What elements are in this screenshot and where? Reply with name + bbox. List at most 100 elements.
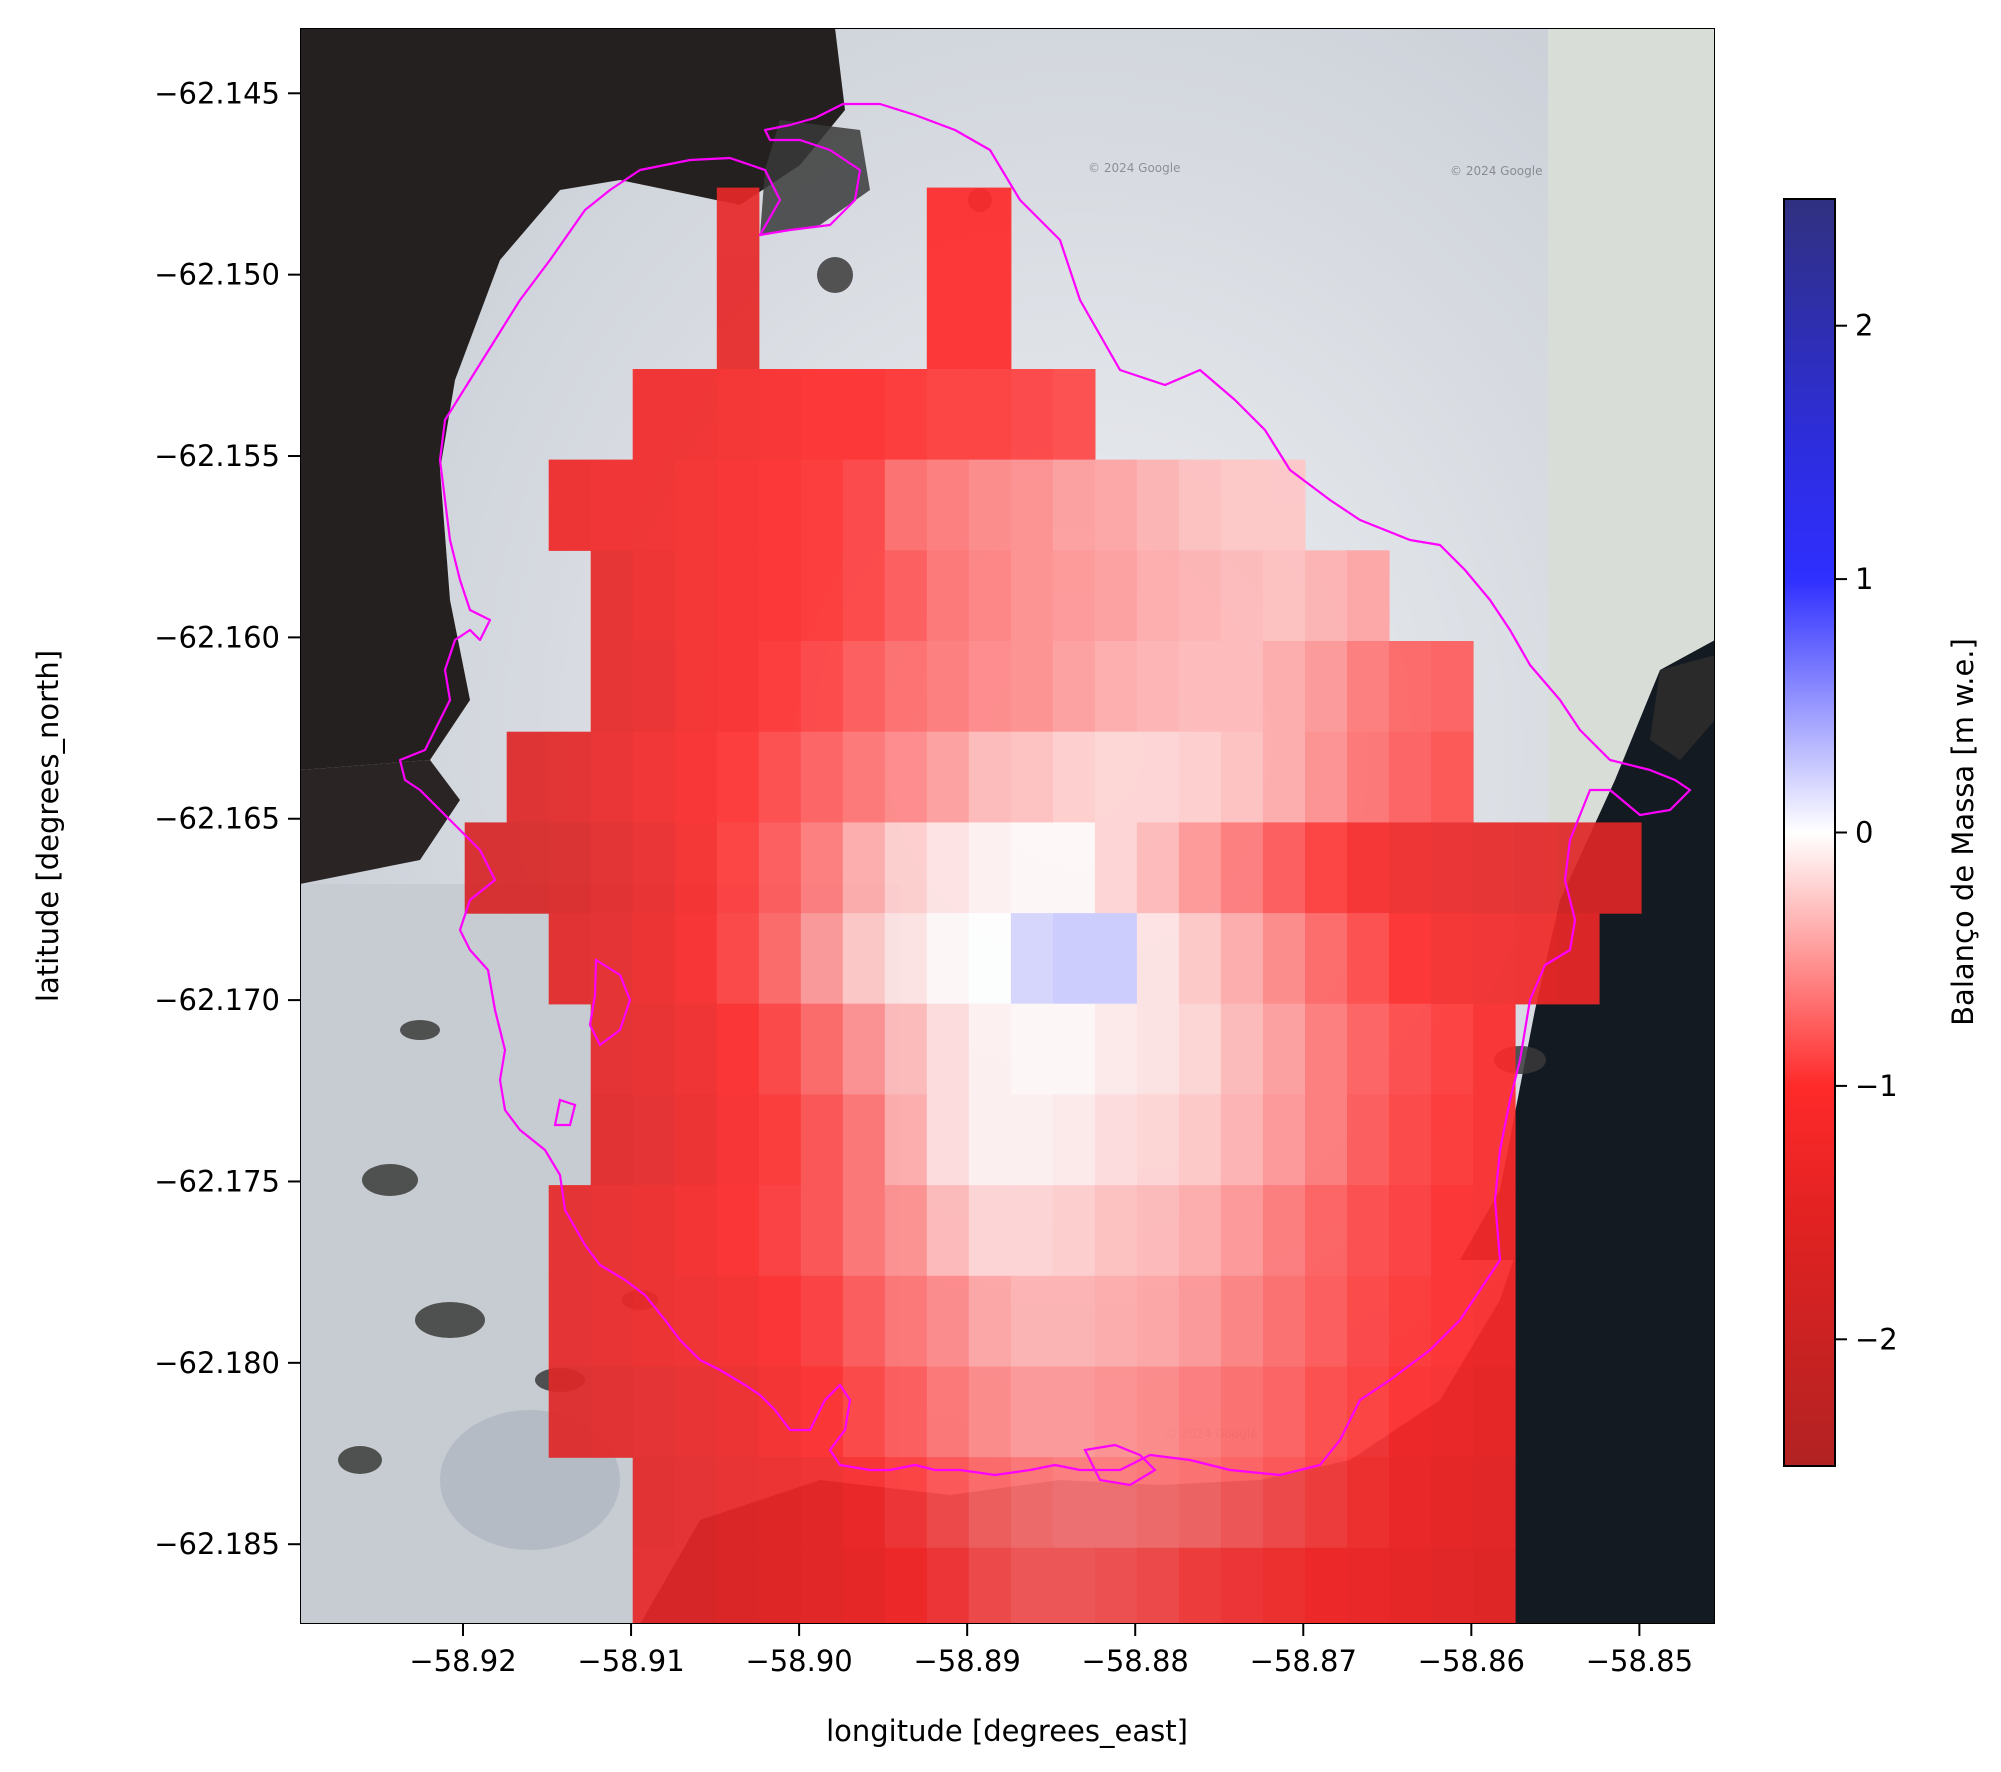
grid-cell bbox=[1052, 1547, 1096, 1624]
grid-cell bbox=[968, 641, 1012, 733]
grid-cell bbox=[842, 641, 886, 733]
grid-cell bbox=[1347, 731, 1390, 823]
grid-cell bbox=[1136, 1366, 1180, 1458]
colorbar-tick-label: 2 bbox=[1855, 309, 1873, 343]
grid-cell bbox=[716, 1185, 760, 1277]
grid-cell bbox=[1305, 1275, 1348, 1368]
grid-cell bbox=[674, 1547, 718, 1624]
grid-cell bbox=[968, 1366, 1012, 1458]
grid-cell bbox=[1094, 550, 1138, 642]
grid-cell bbox=[548, 731, 592, 823]
y-tick-label: −62.175 bbox=[154, 1164, 280, 1198]
grid-cell bbox=[1431, 1094, 1474, 1186]
grid-cell bbox=[884, 1094, 928, 1186]
grid-cell bbox=[1347, 550, 1390, 642]
grid-cell bbox=[1305, 1003, 1348, 1095]
grid-cell bbox=[1389, 1185, 1432, 1277]
y-axis-ticks: −62.145 −62.150 −62.155 −62.160 −62.165 −62.1… bbox=[154, 76, 300, 1561]
grid-cell bbox=[1557, 822, 1600, 914]
grid-cell bbox=[884, 1457, 928, 1549]
grid-cell bbox=[548, 1275, 592, 1368]
grid-cell bbox=[884, 1275, 928, 1368]
grid-cell bbox=[1052, 641, 1096, 733]
grid-cell bbox=[884, 369, 928, 461]
grid-cell bbox=[1136, 1003, 1180, 1095]
grid-cell bbox=[632, 550, 676, 642]
grid-cell bbox=[716, 1275, 760, 1368]
x-tick-label: −58.87 bbox=[1250, 1644, 1357, 1678]
glacier-outline-nunatak bbox=[553, 1098, 577, 1127]
grid-cell bbox=[1431, 1366, 1474, 1458]
grid-cell bbox=[1094, 1366, 1138, 1458]
grid-cell bbox=[926, 731, 970, 823]
grid-cell bbox=[1262, 1275, 1306, 1368]
y-axis-label: latitude [degrees_north] bbox=[31, 650, 65, 1002]
grid-cell bbox=[1515, 913, 1558, 1005]
grid-cell bbox=[800, 1185, 844, 1277]
grid-cell bbox=[1052, 731, 1096, 823]
grid-cell bbox=[800, 459, 844, 551]
grid-cell bbox=[1347, 822, 1390, 914]
y-tick-label: −62.185 bbox=[154, 1527, 280, 1561]
grid-cell bbox=[926, 369, 970, 461]
grid-cell bbox=[1178, 1094, 1222, 1186]
grid-cell bbox=[1220, 550, 1264, 642]
x-tick-label: −58.86 bbox=[1418, 1644, 1525, 1678]
grid-cell bbox=[968, 187, 1012, 279]
grid-cell bbox=[1389, 1094, 1432, 1186]
grid-cell bbox=[1473, 1003, 1516, 1095]
grid-cell bbox=[968, 1094, 1012, 1186]
grid-cell bbox=[1010, 1094, 1054, 1186]
colorbar-tick-label: 0 bbox=[1855, 816, 1873, 850]
x-tick-label: −58.90 bbox=[745, 1644, 852, 1678]
glacier-outline-nunatak bbox=[588, 958, 632, 1047]
grid-cell bbox=[674, 459, 718, 551]
grid-cell bbox=[884, 459, 928, 551]
grid-cell bbox=[548, 1185, 592, 1277]
grid-cell bbox=[800, 369, 844, 461]
grid-cell bbox=[1010, 369, 1054, 461]
grid-cell bbox=[1178, 1185, 1222, 1277]
grid-cell bbox=[1262, 550, 1306, 642]
y-tick-label: −62.180 bbox=[154, 1346, 280, 1380]
grid-cell bbox=[1220, 1094, 1264, 1186]
grid-cell bbox=[590, 459, 634, 551]
grid-cell bbox=[632, 1457, 676, 1549]
grid-cell bbox=[590, 1366, 634, 1458]
grid-cell bbox=[1052, 1457, 1096, 1549]
grid-cell bbox=[632, 1185, 676, 1277]
grid-cell bbox=[674, 731, 718, 823]
grid-cell bbox=[1010, 1003, 1054, 1095]
grid-cell bbox=[1262, 822, 1306, 914]
basemap-rock-northwest bbox=[300, 28, 845, 770]
grid-cell bbox=[1220, 1003, 1264, 1095]
grid-cell bbox=[926, 459, 970, 551]
grid-cell bbox=[674, 913, 718, 1005]
grid-cell bbox=[1220, 822, 1264, 914]
grid-cell bbox=[842, 550, 886, 642]
grid-cell bbox=[674, 1003, 718, 1095]
grid-cell bbox=[1262, 1457, 1306, 1549]
grid-cell bbox=[842, 1457, 886, 1549]
grid-cell bbox=[1515, 822, 1558, 914]
grid-cell bbox=[1094, 1457, 1138, 1549]
grid-cell bbox=[842, 1185, 886, 1277]
y-tick-label: −62.145 bbox=[154, 76, 280, 110]
y-tick-label: −62.155 bbox=[154, 439, 280, 473]
colorbar-ticks: 2 1 0 −1 −2 bbox=[1835, 309, 1898, 1356]
grid-cell bbox=[1599, 822, 1642, 914]
grid-cell bbox=[1473, 1366, 1516, 1458]
grid-cell bbox=[926, 278, 970, 370]
grid-cell bbox=[800, 1275, 844, 1368]
grid-cell bbox=[1136, 1275, 1180, 1368]
grid-cell bbox=[1220, 1366, 1264, 1458]
grid-cell bbox=[1431, 1457, 1474, 1549]
grid-cell bbox=[1178, 1275, 1222, 1368]
grid-cell bbox=[716, 1003, 760, 1095]
grid-cell bbox=[674, 550, 718, 642]
grid-cell bbox=[968, 1457, 1012, 1549]
grid-cell bbox=[758, 1094, 802, 1186]
grid-cell bbox=[1262, 1547, 1306, 1624]
grid-cell bbox=[1136, 822, 1180, 914]
basemap-watermark: © 2024 Google bbox=[1088, 161, 1180, 175]
